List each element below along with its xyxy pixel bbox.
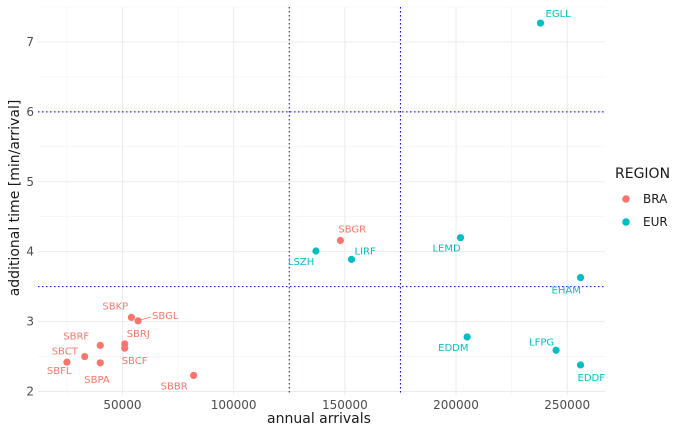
legend-label: BRA — [643, 192, 668, 206]
x-tick-label: 100000 — [211, 398, 257, 412]
y-tick-labels: 2 3 4 5 6 7 — [26, 35, 34, 399]
point-label: SBCT — [52, 347, 79, 358]
legend-key — [622, 218, 630, 226]
grid-major — [38, 7, 605, 395]
label-leader-line — [140, 316, 152, 321]
point-label: SBRJ — [127, 329, 150, 340]
point-label: EGLL — [546, 9, 572, 20]
point-label: EHAM — [552, 286, 581, 297]
y-tick-label: 7 — [26, 35, 34, 49]
data-point — [463, 333, 471, 341]
data-point — [552, 346, 560, 354]
point-label: SBGR — [338, 224, 366, 235]
data-point — [456, 234, 465, 242]
point-labels: SBGR SBKP SBGL SBRF SBRJ SBCF SBCT SBFL SBPA SBBR… — [47, 9, 605, 392]
x-axis-title: annual arrivals — [267, 411, 371, 427]
point-label: SBPA — [84, 375, 110, 386]
data-point — [347, 255, 356, 263]
point-label: LEMD — [432, 244, 461, 255]
point-label: LSZH — [288, 257, 314, 268]
point-label: EDDF — [578, 373, 606, 384]
y-tick-label: 3 — [26, 315, 34, 329]
x-tick-labels: 50000 100000 150000 200000 250000 — [103, 398, 590, 412]
data-point — [121, 344, 129, 352]
y-tick-label: 6 — [26, 105, 34, 119]
point-label: SBCF — [122, 356, 148, 367]
x-tick-label: 250000 — [544, 398, 590, 412]
data-point — [190, 371, 198, 380]
y-tick-label: 2 — [26, 385, 34, 399]
legend-label: EUR — [643, 215, 668, 229]
grid-minor — [38, 6, 605, 395]
data-point — [96, 359, 104, 367]
data-point — [576, 273, 585, 282]
data-point — [312, 247, 320, 255]
y-tick-label: 4 — [26, 245, 34, 259]
y-axis-title: additional time [min/arrival] — [7, 100, 23, 297]
legend: REGION BRA EUR — [615, 166, 670, 229]
data-points — [63, 19, 585, 380]
x-tick-label: 150000 — [322, 398, 368, 412]
legend-key — [622, 195, 630, 203]
reference-lines — [38, 7, 605, 395]
data-point — [63, 358, 71, 366]
point-label: EDDM — [438, 343, 468, 354]
point-label: SBFL — [47, 366, 72, 377]
point-label: SBGL — [152, 311, 179, 322]
point-label: LFPG — [529, 337, 554, 348]
point-label: SBBR — [161, 381, 188, 392]
point-label: SBRF — [63, 331, 89, 342]
x-tick-label: 50000 — [103, 398, 141, 412]
data-point — [536, 19, 545, 27]
legend-title: REGION — [615, 166, 670, 182]
data-point — [81, 352, 89, 361]
data-point — [96, 341, 104, 349]
point-label: LIRF — [355, 246, 376, 257]
point-label: SBKP — [102, 301, 128, 312]
data-point — [576, 361, 585, 369]
x-tick-label: 200000 — [433, 398, 479, 412]
data-point — [127, 313, 135, 321]
y-tick-label: 5 — [26, 175, 34, 189]
data-point — [336, 236, 344, 245]
data-point — [134, 317, 142, 325]
